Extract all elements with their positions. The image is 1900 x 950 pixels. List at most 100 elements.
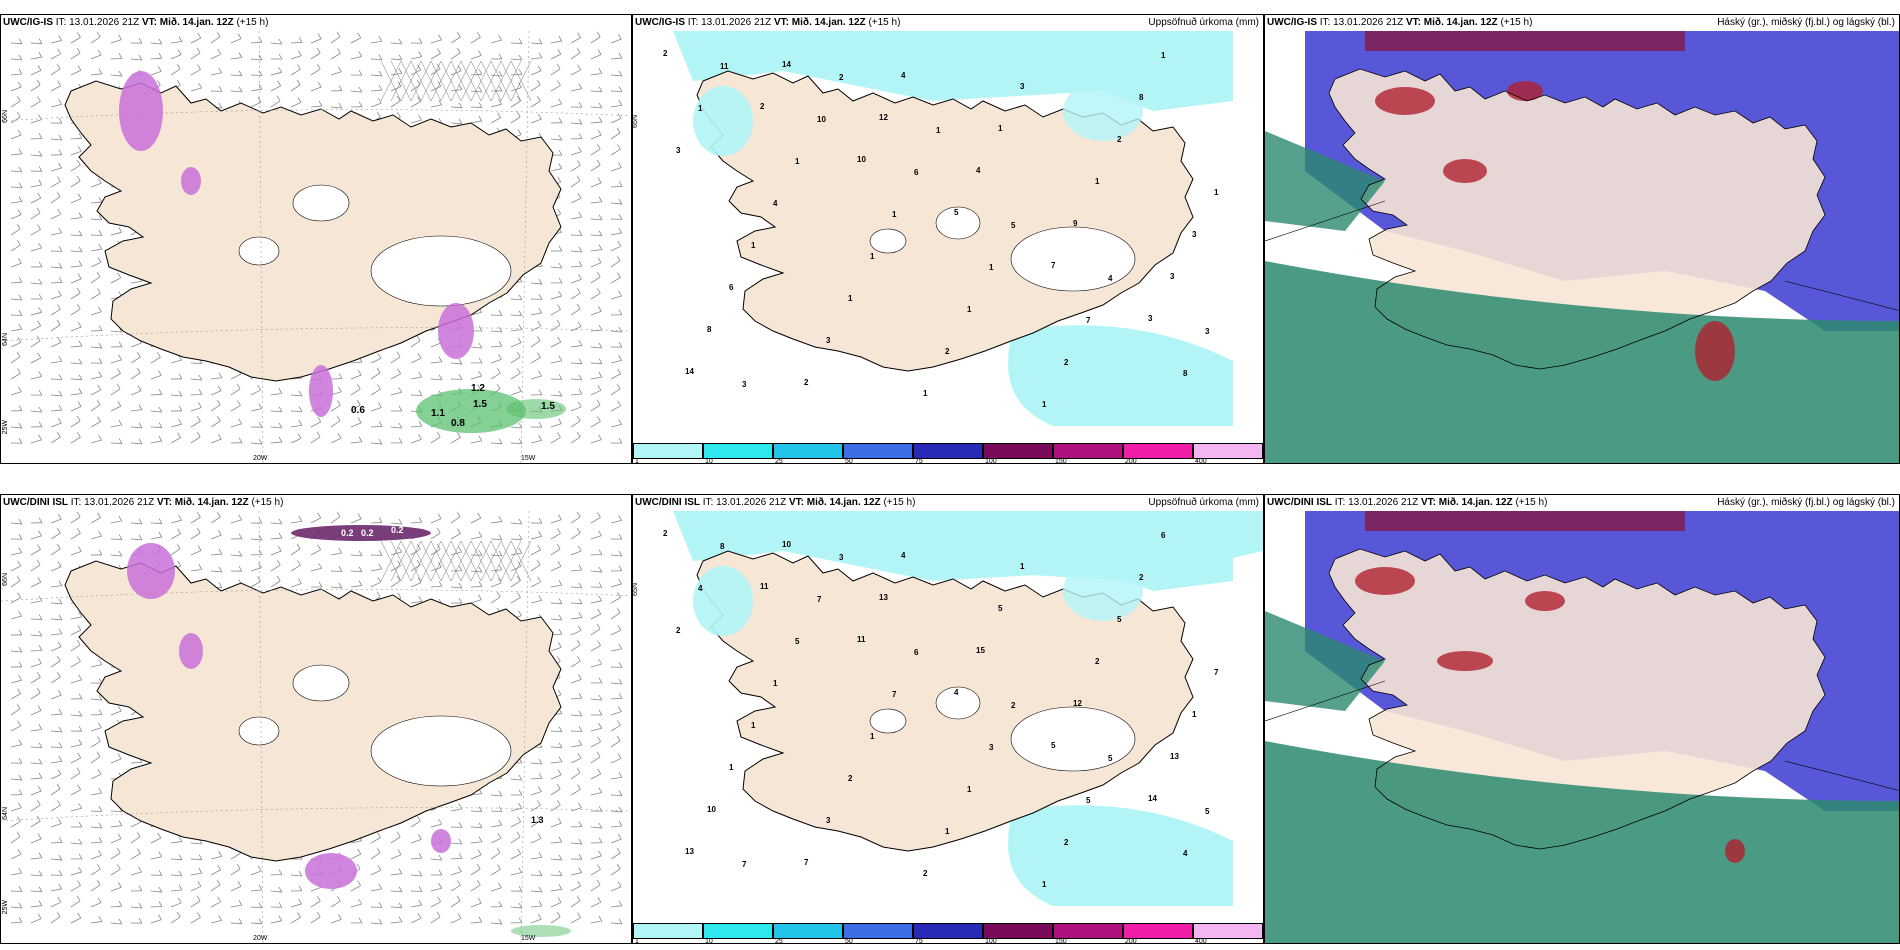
coastline (1328, 548, 1826, 850)
colorbar-tick: 25 (775, 458, 783, 464)
low-cloud (1443, 159, 1487, 183)
panel-dini-wind: UWC/DINI ISL IT: 13.01.2026 21Z VT: Mið.… (0, 494, 632, 944)
precip-value-label: 4 (901, 551, 906, 560)
graticule-line (1265, 680, 1386, 722)
precip-value-label: 13 (879, 593, 888, 602)
colorbar-swatch (983, 923, 1053, 939)
colorbar-swatch (703, 443, 773, 459)
precip-value-label: 7 (1086, 316, 1091, 325)
colorbar-swatch (1193, 923, 1263, 939)
precip-value-label: 1 (936, 126, 941, 135)
low-cloud (1375, 87, 1435, 115)
colorbar-swatch (1123, 923, 1193, 939)
colorbar: 1 10 25 50 75 100 150 200 400 (633, 443, 1263, 463)
precip-value-label: 1 (751, 241, 756, 250)
precip-value-label: 1 (848, 294, 853, 303)
precip-area (1063, 81, 1143, 141)
precip-value-label: 1 (989, 263, 994, 272)
precip-value-label: 4 (1183, 849, 1188, 858)
low-cloud (1507, 81, 1543, 101)
precip-area (933, 511, 1263, 581)
precip-value-label: 5 (795, 637, 800, 646)
precip-value-label: 1 (892, 210, 897, 219)
precip-value-label: 11 (720, 62, 729, 71)
glacier-langjokull (292, 664, 350, 702)
precip-value-label: 7 (892, 690, 897, 699)
precip-blob (305, 853, 357, 889)
panel-title: UWC/DINI ISL IT: 13.01.2026 21Z VT: Mið.… (3, 497, 284, 508)
glacier-hofsjokull (238, 716, 280, 746)
glacier (869, 708, 907, 734)
colorbar-swatch (1053, 443, 1123, 459)
precip-value-label: 2 (945, 347, 950, 356)
precip-value-label: 6 (914, 648, 919, 657)
precip-value-label: 4 (901, 71, 906, 80)
lon-label-15w: 15W (521, 935, 536, 942)
precip-area (1063, 561, 1143, 621)
panel-dini-cloud: UWC/DINI ISL IT: 13.01.2026 21Z VT: Mið.… (1264, 494, 1900, 944)
precip-value-label: 10 (782, 540, 791, 549)
colorbar-tick: 100 (985, 938, 997, 944)
lon-label-15w: 15W (521, 455, 536, 462)
precip-value-label: 2 (676, 626, 681, 635)
panel-title: UWC/IG-IS IT: 13.01.2026 21Z VT: Mið. 14… (1267, 17, 1533, 28)
precip-value-label: 1 (945, 827, 950, 836)
precip-value-label: 2 (1117, 135, 1122, 144)
colorbar-tick: 1 (635, 938, 639, 944)
colorbar-swatch (1053, 923, 1123, 939)
precip-value-label: 3 (1205, 327, 1210, 336)
cloud-map (1265, 31, 1899, 463)
green-area (506, 399, 566, 419)
colorbar-swatch (843, 923, 913, 939)
colorbar-tick: 10 (705, 458, 713, 464)
precip-blob (127, 543, 175, 599)
wind-label: 0.2 (361, 528, 374, 538)
precip-value-label: 5 (1117, 615, 1122, 624)
colorbar-tick: 75 (915, 458, 923, 464)
precip-value-label: 4 (698, 584, 703, 593)
high-cloud (1265, 611, 1385, 711)
precip-value-label: 12 (879, 113, 888, 122)
colorbar-tick: 200 (1125, 938, 1137, 944)
precip-value-label: 1 (998, 124, 1003, 133)
high-cloud (1265, 131, 1385, 231)
precip-value-label: 5 (1011, 221, 1016, 230)
colorbar-swatch (983, 443, 1053, 459)
precip-value-label: 1 (698, 104, 703, 113)
precip-value-label: 3 (1148, 314, 1153, 323)
colorbar-swatch (843, 443, 913, 459)
glacier (1010, 226, 1136, 292)
precip-value-label: 1 (1214, 188, 1219, 197)
precip-value-label: 2 (663, 529, 668, 538)
colorbar-swatch (633, 443, 703, 459)
coastline (1328, 68, 1826, 370)
wind-label: 1.1 (431, 408, 445, 419)
precip-value-label: 3 (839, 553, 844, 562)
panel-subtitle: Háský (gr.), miðský (fj.bl.) og lágský (… (1717, 497, 1895, 508)
precip-value-label: 10 (817, 115, 826, 124)
wind-label: 1.5 (473, 399, 487, 410)
precip-value-label: 14 (1148, 794, 1157, 803)
precip-map: 2111145141310131512131074521132157121122… (633, 511, 1263, 927)
precip-value-label: 3 (1192, 230, 1197, 239)
low-cloud (1725, 839, 1745, 863)
precip-value-label: 5 (1086, 796, 1091, 805)
colorbar-swatch (633, 923, 703, 939)
graticule (1, 31, 631, 463)
precip-value-label: 4 (954, 688, 959, 697)
panel-title: UWC/DINI ISL IT: 13.01.2026 21Z VT: Mið.… (1267, 497, 1548, 508)
lat-label-65: 65N (632, 115, 639, 128)
precip-value-label: 1 (923, 389, 928, 398)
colorbar: 1 10 25 50 75 100 150 200 400 (633, 923, 1263, 943)
glacier-vatnajokull (370, 235, 512, 307)
precip-value-label: 2 (1139, 573, 1144, 582)
precip-value-label: 13 (1170, 752, 1179, 761)
lat-label-65: 65N (632, 583, 639, 596)
glacier-vatnajokull (370, 715, 512, 787)
precip-area (1008, 805, 1233, 906)
wind-label: 0.6 (351, 405, 365, 416)
precip-value-label: 3 (742, 380, 747, 389)
colorbar-tick: 75 (915, 938, 923, 944)
precip-blob (309, 365, 333, 417)
wind-label: 0.2 (341, 528, 354, 538)
